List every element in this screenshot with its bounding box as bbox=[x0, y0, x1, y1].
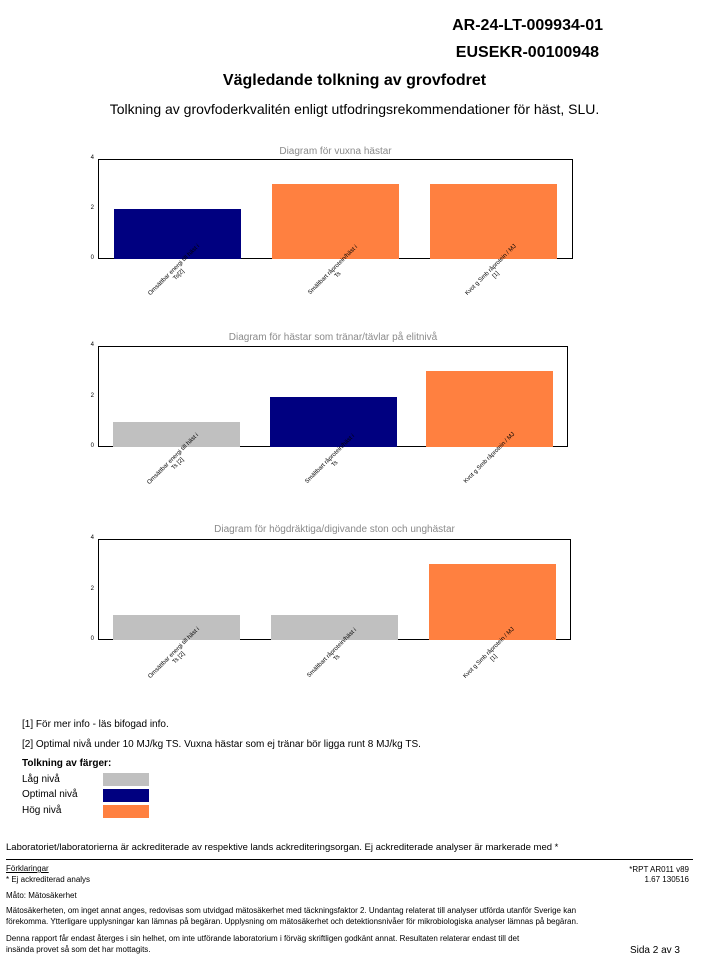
bar bbox=[113, 209, 241, 259]
legend-label-low: Låg nivå bbox=[22, 774, 60, 785]
note-2: [2] Optimal nivå under 10 MJ/kg TS. Vuxn… bbox=[22, 739, 421, 750]
star-note: * Ej ackrediterad analys bbox=[6, 875, 91, 884]
page-number: Sida 2 av 3 bbox=[629, 945, 680, 956]
legend-swatch-low bbox=[103, 773, 149, 786]
chart-title: Diagram för hästar som tränar/tävlar på … bbox=[228, 332, 438, 343]
bar bbox=[112, 421, 240, 447]
y-tick-label: 2 bbox=[90, 205, 94, 211]
bar bbox=[272, 184, 399, 259]
report-code: *RPT AR011 v89 bbox=[629, 865, 689, 874]
order-id: EUSEKR-00100948 bbox=[455, 44, 599, 61]
chart-title: Diagram för vuxna hästar bbox=[279, 146, 392, 157]
report-version: 1.67 130516 bbox=[644, 875, 690, 884]
uncertainty-line-2: förekomma. Ytterligare upplysningar kan … bbox=[6, 917, 579, 926]
mato-note: Måto: Mätosäkerhet bbox=[6, 891, 77, 900]
report-line-1: Denna rapport får endast återges i sin h… bbox=[6, 934, 520, 943]
explanations-heading: Förklaringar bbox=[6, 864, 49, 873]
bar bbox=[271, 614, 398, 640]
chart-title: Diagram för högdräktiga/digivande ston o… bbox=[214, 524, 455, 535]
bar bbox=[269, 396, 397, 447]
legend-label-optimal: Optimal nivå bbox=[22, 789, 78, 800]
bar bbox=[430, 184, 558, 259]
footer-divider bbox=[6, 859, 693, 860]
y-tick-label: 0 bbox=[90, 443, 94, 449]
page-subtitle: Tolkning av grovfoderkvalitén enligt utf… bbox=[109, 101, 600, 117]
report-id: AR-24-LT-009934-01 bbox=[452, 17, 603, 34]
y-tick-label: 0 bbox=[90, 255, 94, 261]
page-title: Vägledande tolkning av grovfodret bbox=[222, 72, 487, 89]
y-tick-label: 4 bbox=[90, 155, 94, 161]
bar bbox=[426, 371, 554, 447]
report-line-2: insända provet så som det har mottagits. bbox=[6, 945, 151, 954]
bar bbox=[113, 614, 241, 640]
y-tick-label: 4 bbox=[90, 342, 94, 348]
accreditation-text: Laboratoriet/laboratorierna är ackredite… bbox=[6, 842, 559, 853]
legend-title: Tolkning av färger: bbox=[22, 758, 112, 769]
bar bbox=[428, 564, 556, 640]
uncertainty-line-1: Mätosäkerheten, om inget annat anges, re… bbox=[6, 906, 577, 915]
legend-label-high: Hög nivå bbox=[22, 805, 62, 816]
y-tick-label: 0 bbox=[90, 636, 94, 642]
y-tick-label: 4 bbox=[90, 535, 94, 541]
legend-swatch-optimal bbox=[103, 789, 149, 802]
y-tick-label: 2 bbox=[90, 585, 94, 592]
note-1: [1] För mer info - läs bifogad info. bbox=[22, 719, 169, 730]
legend-swatch-high bbox=[103, 805, 149, 818]
y-tick-label: 2 bbox=[90, 392, 94, 399]
